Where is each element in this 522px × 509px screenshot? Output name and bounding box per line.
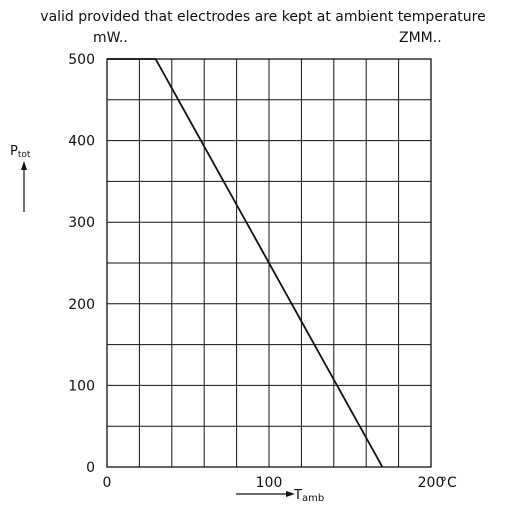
y-tick-labels: 0 100 200 300 400 500 <box>68 52 95 476</box>
y-tick-label: 500 <box>68 52 95 68</box>
y-label-sub: tot <box>18 150 31 160</box>
x-unit-label: °C <box>440 475 457 491</box>
x-tick-label: 100 <box>256 475 283 491</box>
data-series <box>107 58 384 468</box>
y-label-main: P <box>10 144 18 159</box>
y-tick-label: 200 <box>68 297 95 313</box>
plot-border <box>106 58 432 468</box>
x-tick-label: 200 <box>418 475 445 491</box>
y-tick-label: 100 <box>68 378 95 394</box>
plot-frame <box>106 58 432 468</box>
x-tick-label: 0 <box>103 475 112 491</box>
derating-curve <box>107 58 384 468</box>
x-arrowhead-icon <box>286 491 295 497</box>
y-tick-label: 400 <box>68 134 95 150</box>
y-tick-label: 300 <box>68 215 95 231</box>
x-label-main: T <box>293 488 302 503</box>
y-tick-label: 0 <box>86 460 95 476</box>
x-label-sub: amb <box>302 493 324 504</box>
x-axis-label: Tamb <box>236 488 324 504</box>
unit-label-right: ZMM.. <box>399 30 442 46</box>
svg-text:Ptot: Ptot <box>10 144 31 160</box>
validity-note: valid provided that electrodes are kept … <box>40 9 485 25</box>
y-axis-label: Ptot <box>10 144 31 212</box>
unit-label-left: mW.. <box>93 30 128 46</box>
y-arrowhead-icon <box>21 161 27 170</box>
svg-text:Tamb: Tamb <box>293 488 324 504</box>
x-tick-labels: 0 100 200 <box>103 475 445 491</box>
